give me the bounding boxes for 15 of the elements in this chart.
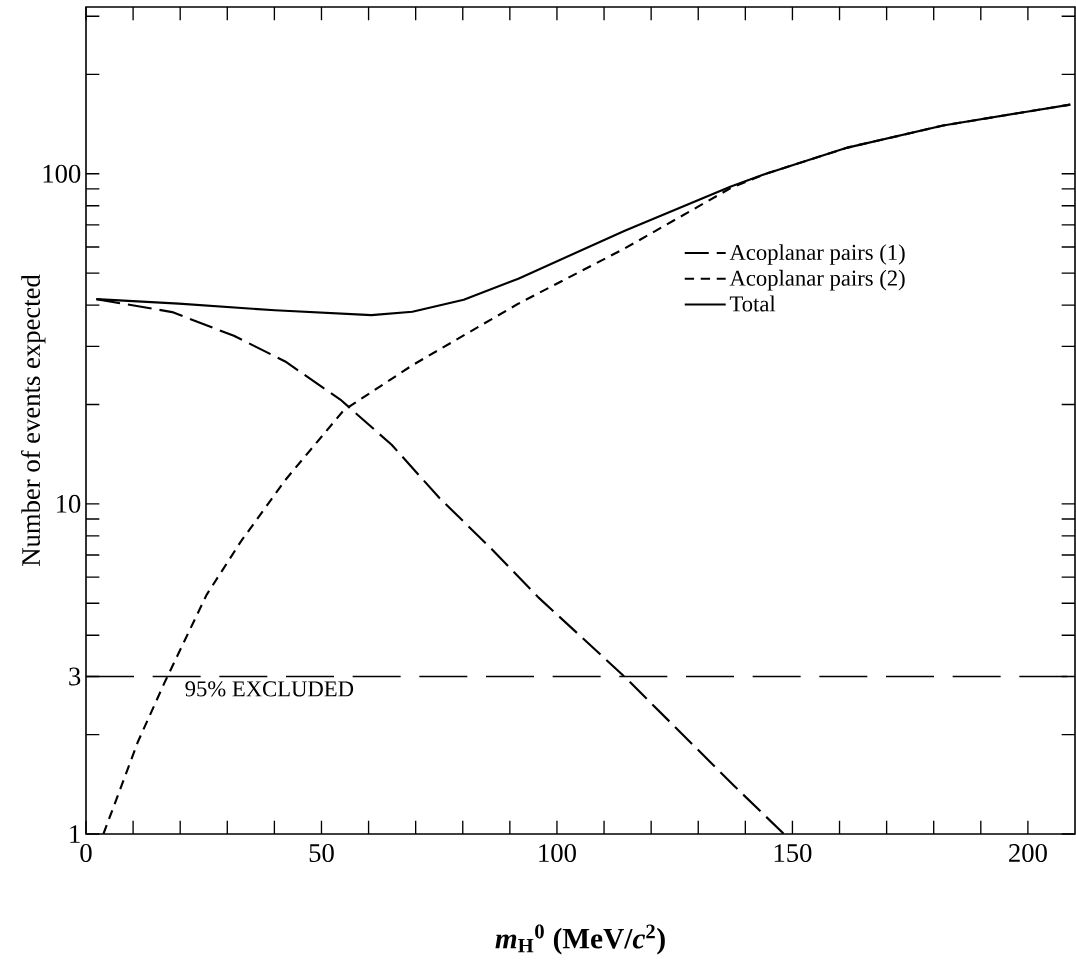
y-tick-label: 1 <box>70 825 80 843</box>
legend-label: Total <box>729 295 776 312</box>
legend-label: Acoplanar pairs (2) <box>729 269 905 291</box>
legend-label: Acoplanar pairs (1) <box>729 244 905 265</box>
y-axis-title: Number of events expected <box>21 274 46 566</box>
x-axis-title: m$_{H}$$^{0}$ (MeV/c$^{2}$) <box>495 924 665 955</box>
x-tick-label: 150 <box>774 844 812 863</box>
x-tick-label: 100 <box>539 844 576 863</box>
x-tick-label: 200 <box>1009 844 1047 863</box>
x-tick-label: 50 <box>309 844 334 863</box>
ref-line-label: 95% EXCLUDED <box>185 681 354 697</box>
y-tick-label: 3 <box>69 667 81 686</box>
y-tick-label: 100 <box>43 164 81 183</box>
x-tick-label: 0 <box>80 844 92 863</box>
y-tick-label: 10 <box>56 494 81 513</box>
